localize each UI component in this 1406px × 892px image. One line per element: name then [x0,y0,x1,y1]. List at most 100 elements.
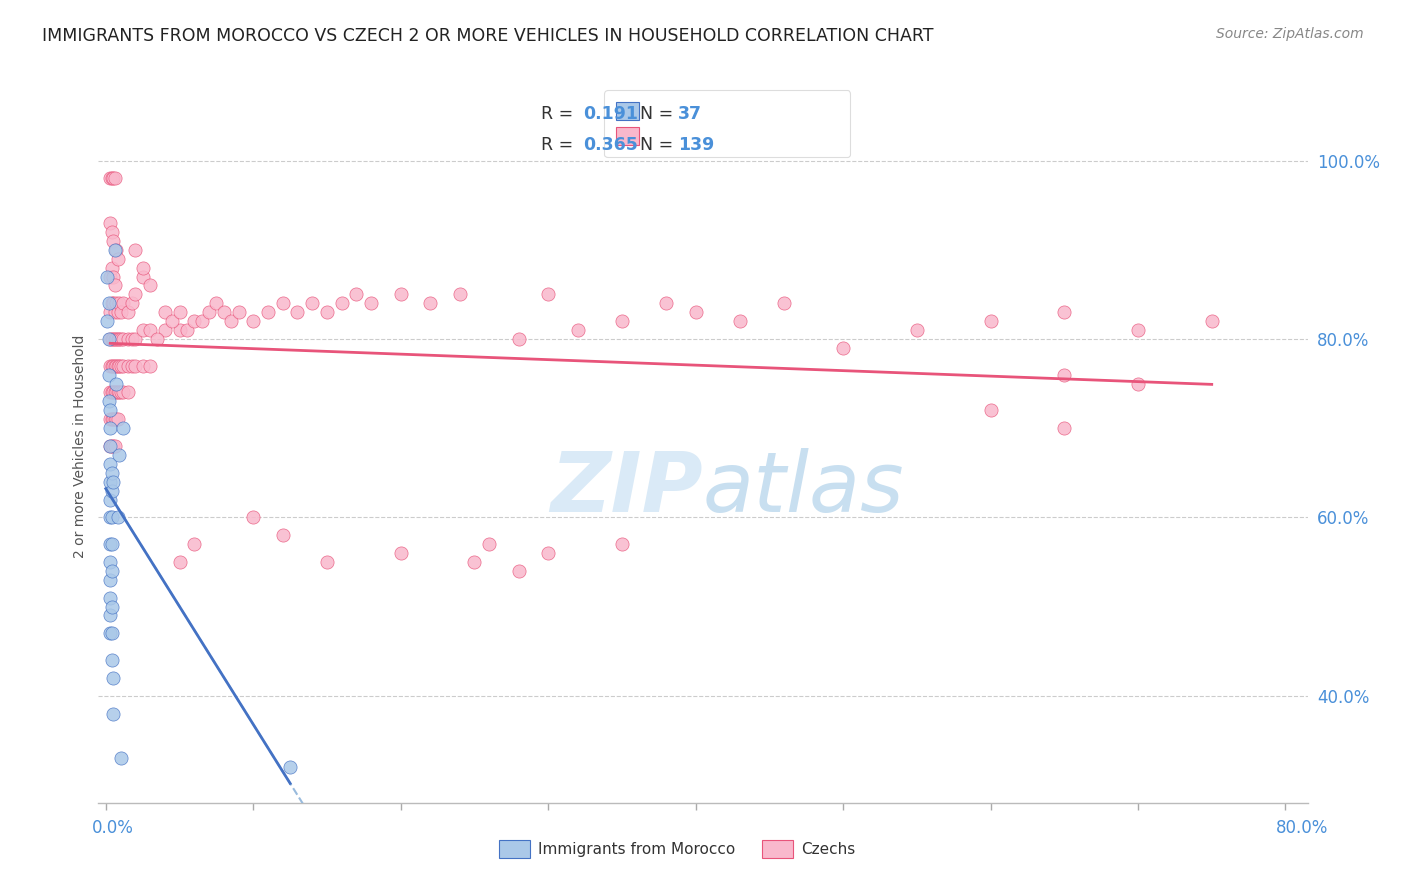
Point [98,537,121,551]
Point [104,385,127,400]
Point [685,305,707,319]
Point [121,296,143,310]
Point [110,385,132,400]
Point [107,305,129,319]
Point [104,305,127,319]
Point [100,466,122,480]
Point [98,475,121,489]
Text: N =: N = [640,136,673,153]
Point [104,278,127,293]
Point [117,332,139,346]
Text: 139: 139 [678,136,714,153]
Point [131,260,153,275]
Point [198,305,221,319]
Point [190,314,212,328]
Point [101,439,124,453]
Point [131,359,153,373]
Point [389,287,412,301]
Point [139,323,162,337]
Point [287,305,309,319]
Point [1126,376,1149,391]
Point [104,171,127,186]
Point [124,332,146,346]
Point [463,555,485,569]
Point [271,296,294,310]
Point [98,412,121,426]
Point [508,564,530,578]
Point [112,385,135,400]
Point [107,359,129,373]
Point [100,332,122,346]
Point [98,591,121,605]
Point [107,385,129,400]
Point [478,537,501,551]
Point [537,546,560,560]
Point [121,359,143,373]
Text: R =: R = [541,105,574,123]
Point [97,296,120,310]
Point [169,305,191,319]
Text: N =: N = [640,105,673,123]
FancyBboxPatch shape [499,840,530,858]
Point [980,314,1002,328]
Point [105,385,128,400]
Point [105,332,128,346]
Text: Czechs: Czechs [801,842,856,856]
Point [105,376,128,391]
Point [98,608,121,623]
Point [96,269,118,284]
Point [112,359,135,373]
Point [567,323,589,337]
Point [108,385,131,400]
Point [101,706,124,721]
Point [110,332,132,346]
Point [98,359,121,373]
Point [104,439,127,453]
Point [101,475,124,489]
Point [212,305,235,319]
Point [97,394,120,409]
Point [107,252,129,266]
Point [228,305,250,319]
Point [108,359,131,373]
Text: 0.365: 0.365 [583,136,638,153]
Point [104,243,127,257]
Point [1126,323,1149,337]
Point [1201,314,1223,328]
Point [101,332,124,346]
Point [316,305,339,319]
Point [219,314,242,328]
Point [98,305,121,319]
Point [105,412,128,426]
Point [205,296,228,310]
Point [257,305,280,319]
Point [98,385,121,400]
Point [242,314,264,328]
Point [97,368,120,382]
Point [176,323,198,337]
Point [101,234,124,248]
Text: 0.191: 0.191 [583,105,638,123]
Point [655,296,678,310]
Point [139,278,162,293]
Point [100,537,122,551]
Point [98,403,121,417]
Point [100,359,122,373]
Point [100,510,122,524]
Point [98,626,121,640]
Point [112,332,135,346]
Point [100,296,122,310]
Point [98,510,121,524]
Point [131,323,153,337]
Point [104,359,127,373]
Point [100,412,122,426]
Point [100,653,122,667]
Point [97,332,120,346]
Point [100,260,122,275]
Point [105,243,128,257]
Point [100,626,122,640]
Point [98,216,121,230]
Point [728,314,751,328]
Point [330,296,353,310]
FancyBboxPatch shape [762,840,793,858]
